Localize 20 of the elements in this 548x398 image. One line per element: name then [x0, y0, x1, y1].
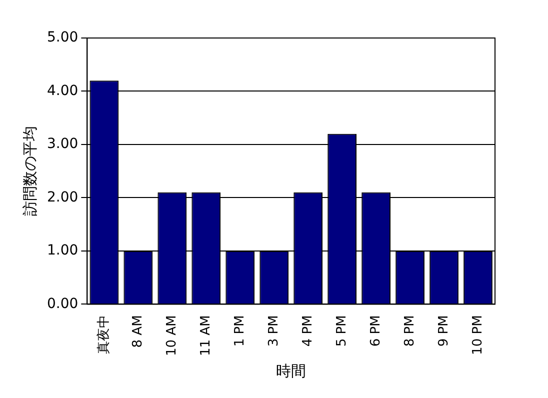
x-tick-label: 1 PM — [232, 315, 248, 347]
x-tick-label: 10 PM — [470, 315, 486, 355]
x-tick-label: 8 PM — [402, 315, 418, 347]
x-tick-label: 11 AM — [198, 315, 214, 356]
y-tick-label: 2.00 — [47, 189, 78, 206]
y-tick-label: 4.00 — [47, 82, 78, 99]
x-tick-label: 6 PM — [368, 315, 384, 347]
y-tick-label: 5.00 — [47, 30, 78, 46]
y-axis-title: 訪問数の平均 — [20, 126, 39, 216]
x-tick-label: 真夜中 — [96, 315, 112, 354]
y-tick-label: 3.00 — [47, 136, 78, 152]
y-tick-label: 1.00 — [47, 242, 78, 259]
x-tick-label: 5 PM — [334, 315, 350, 347]
x-tick-label: 8 AM — [130, 315, 146, 348]
y-tick-label: 0.00 — [47, 296, 78, 312]
x-tick-label: 10 AM — [164, 315, 180, 356]
x-tick-label: 4 PM — [300, 315, 316, 347]
x-axis-title: 時間 — [276, 362, 306, 380]
x-tick-label: 9 PM — [436, 315, 452, 347]
x-tick-label: 3 PM — [266, 315, 282, 347]
